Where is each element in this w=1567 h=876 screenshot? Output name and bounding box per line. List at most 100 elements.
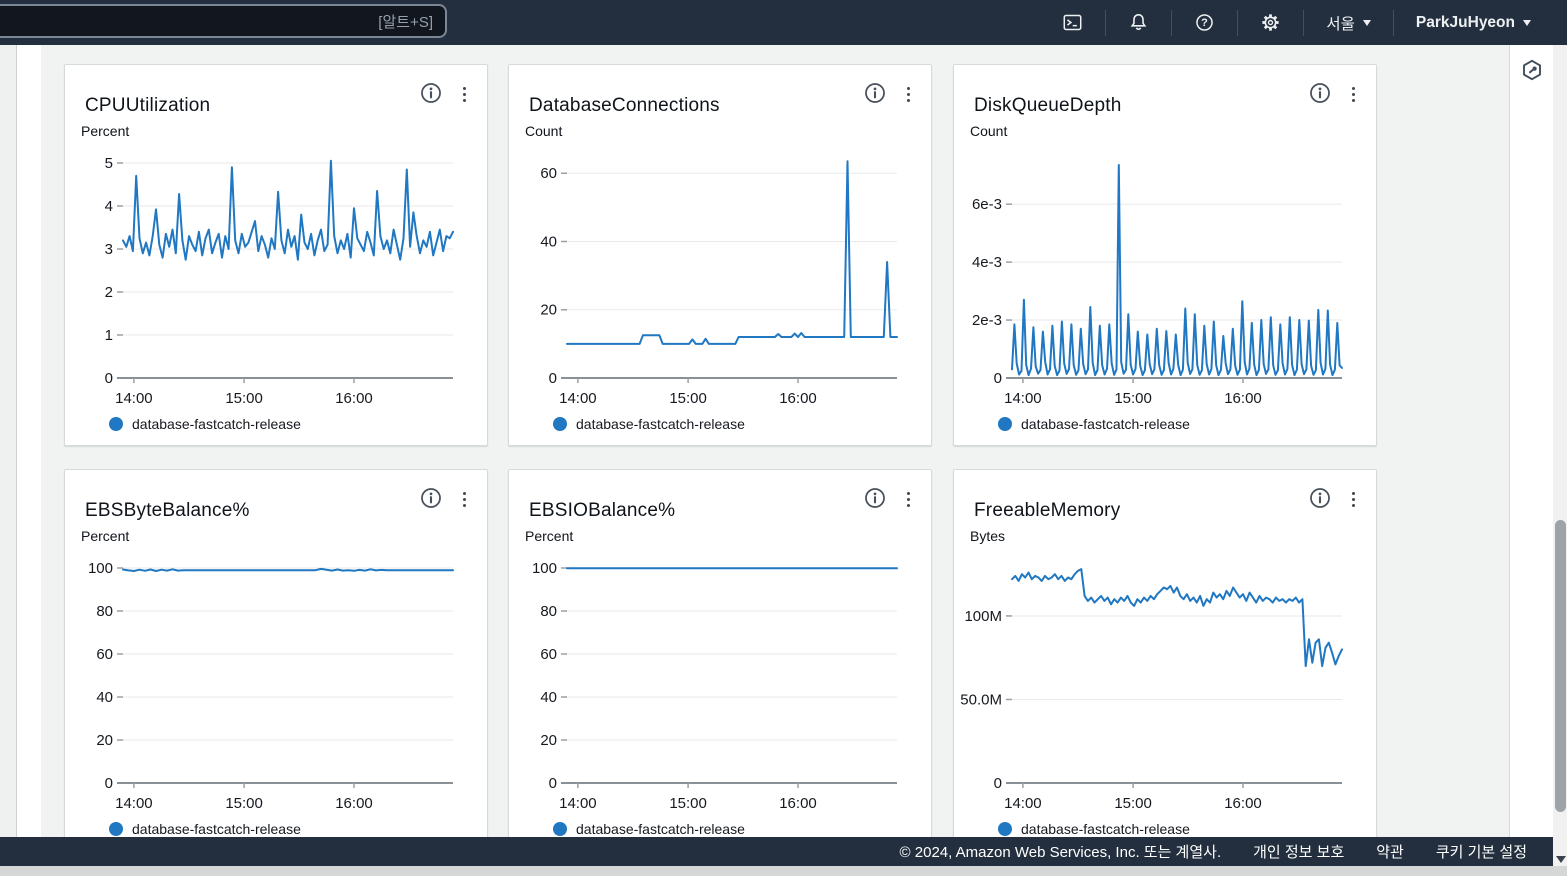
card-menu-icon[interactable] bbox=[904, 490, 913, 509]
scroll-corner-arrow[interactable] bbox=[1556, 856, 1566, 863]
legend-label: database-fastcatch-release bbox=[1021, 416, 1190, 432]
svg-text:15:00: 15:00 bbox=[669, 390, 707, 407]
notifications-button[interactable] bbox=[1106, 0, 1171, 45]
svg-text:0: 0 bbox=[994, 370, 1002, 387]
svg-text:14:00: 14:00 bbox=[559, 795, 597, 812]
search-input[interactable]: [알트+S] bbox=[0, 4, 447, 38]
legend-item[interactable]: database-fastcatch-release bbox=[998, 416, 1190, 432]
info-icon[interactable] bbox=[864, 487, 886, 512]
region-label: 서울 bbox=[1326, 15, 1355, 33]
legend-item[interactable]: database-fastcatch-release bbox=[109, 416, 301, 432]
vertical-scrollbar[interactable] bbox=[1553, 45, 1567, 876]
info-icon[interactable] bbox=[1309, 487, 1331, 512]
svg-text:15:00: 15:00 bbox=[225, 390, 263, 407]
svg-text:20: 20 bbox=[540, 302, 557, 319]
metric-card-databaseconnections: DatabaseConnections Count 0 20 40 60 14:00 15… bbox=[508, 64, 932, 446]
svg-text:0: 0 bbox=[994, 775, 1002, 792]
svg-text:0: 0 bbox=[549, 775, 557, 792]
svg-text:16:00: 16:00 bbox=[335, 795, 373, 812]
card-menu-icon[interactable] bbox=[460, 490, 469, 509]
ebsbytebalance-chart[interactable]: 0 20 40 60 80 100 14:00 15:00 16:00 bbox=[65, 554, 488, 816]
svg-text:60: 60 bbox=[540, 646, 557, 663]
svg-text:20: 20 bbox=[540, 732, 557, 749]
info-icon[interactable] bbox=[420, 82, 442, 107]
svg-text:14:00: 14:00 bbox=[559, 390, 597, 407]
footer-link-cookie-preferences[interactable]: 쿠키 기본 설정 bbox=[1435, 844, 1527, 861]
metric-card-cpuutilization: CPUUtilization Percent 0 1 2 3 4 5 14:00 15:00 1… bbox=[64, 64, 488, 446]
legend-dot bbox=[553, 417, 567, 431]
metrics-dashboard: CPUUtilization Percent 0 1 2 3 4 5 14:00 15:00 1… bbox=[41, 45, 1509, 866]
svg-text:16:00: 16:00 bbox=[1224, 390, 1262, 407]
chevron-down-icon bbox=[1523, 19, 1531, 26]
info-icon[interactable] bbox=[420, 487, 442, 512]
horizontal-scrollbar[interactable] bbox=[0, 866, 1567, 876]
info-icon[interactable] bbox=[1309, 82, 1331, 107]
help-icon: ? bbox=[1194, 12, 1215, 33]
svg-text:2: 2 bbox=[105, 284, 113, 301]
legend-dot bbox=[109, 822, 123, 836]
svg-text:4e-3: 4e-3 bbox=[972, 254, 1002, 271]
svg-text:40: 40 bbox=[96, 689, 113, 706]
svg-text:15:00: 15:00 bbox=[1114, 795, 1152, 812]
collapsed-side-panel-left bbox=[17, 45, 41, 866]
svg-text:16:00: 16:00 bbox=[335, 390, 373, 407]
chart-title: EBSIOBalance% bbox=[529, 499, 676, 521]
legend-dot bbox=[109, 417, 123, 431]
bell-icon bbox=[1128, 12, 1149, 33]
svg-text:14:00: 14:00 bbox=[1004, 390, 1042, 407]
topbar-actions: ? 서울 ParkJuHyeon bbox=[1040, 0, 1553, 45]
legend-label: database-fastcatch-release bbox=[132, 416, 301, 432]
legend-label: database-fastcatch-release bbox=[1021, 821, 1190, 837]
svg-text:14:00: 14:00 bbox=[1004, 795, 1042, 812]
svg-text:40: 40 bbox=[540, 689, 557, 706]
ebsiobalance-chart[interactable]: 0 20 40 60 80 100 14:00 15:00 16:00 bbox=[509, 554, 932, 816]
svg-text:0: 0 bbox=[105, 370, 113, 387]
vertical-scrollbar-thumb[interactable] bbox=[1554, 520, 1566, 812]
help-button[interactable]: ? bbox=[1172, 0, 1237, 45]
databaseconnections-chart[interactable]: 0 20 40 60 14:00 15:00 16:00 bbox=[509, 149, 932, 411]
svg-text:100M: 100M bbox=[964, 608, 1002, 625]
cpuutilization-chart[interactable]: 0 1 2 3 4 5 14:00 15:00 16:00 bbox=[65, 149, 488, 411]
chevron-down-icon bbox=[1362, 19, 1371, 26]
card-menu-icon[interactable] bbox=[904, 85, 913, 104]
card-menu-icon[interactable] bbox=[1349, 490, 1358, 509]
svg-text:50.0M: 50.0M bbox=[960, 691, 1002, 708]
svg-text:16:00: 16:00 bbox=[779, 795, 817, 812]
freeablememory-chart[interactable]: 0 50.0M 100M 14:00 15:00 16:00 bbox=[954, 554, 1377, 816]
chart-title: DatabaseConnections bbox=[529, 94, 720, 116]
svg-text:80: 80 bbox=[540, 603, 557, 620]
hexagon-panel-button[interactable] bbox=[1520, 58, 1544, 84]
legend-dot bbox=[998, 417, 1012, 431]
footer-bar: © 2024, Amazon Web Services, Inc. 또는 계열사… bbox=[0, 837, 1553, 866]
y-axis-unit-label: Percent bbox=[81, 528, 130, 544]
card-menu-icon[interactable] bbox=[1349, 85, 1358, 104]
settings-button[interactable] bbox=[1238, 0, 1303, 45]
cloudshell-button[interactable] bbox=[1040, 0, 1105, 45]
y-axis-unit-label: Count bbox=[970, 123, 1008, 139]
topbar-divider bbox=[1105, 9, 1107, 36]
svg-text:1: 1 bbox=[105, 327, 113, 344]
y-axis-unit-label: Percent bbox=[525, 528, 574, 544]
footer-link-terms[interactable]: 약관 bbox=[1376, 844, 1404, 861]
user-menu[interactable]: ParkJuHyeon bbox=[1394, 0, 1553, 45]
region-selector[interactable]: 서울 bbox=[1304, 0, 1393, 45]
card-menu-icon[interactable] bbox=[460, 85, 469, 104]
footer-copyright: © 2024, Amazon Web Services, Inc. 또는 계열사… bbox=[899, 844, 1222, 861]
top-navigation-bar: [알트+S] ? 서울 ParkJuHyeon bbox=[0, 0, 1567, 45]
svg-text:15:00: 15:00 bbox=[1114, 390, 1152, 407]
metric-card-ebsiobalance: EBSIOBalance% Percent 0 20 40 60 80 100 14:00 1… bbox=[508, 469, 932, 851]
legend-label: database-fastcatch-release bbox=[576, 416, 745, 432]
legend-item[interactable]: database-fastcatch-release bbox=[109, 821, 301, 837]
info-icon[interactable] bbox=[864, 82, 886, 107]
left-gutter bbox=[0, 45, 17, 866]
svg-text:60: 60 bbox=[540, 165, 557, 182]
svg-text:20: 20 bbox=[96, 732, 113, 749]
legend-item[interactable]: database-fastcatch-release bbox=[553, 821, 745, 837]
footer-link-privacy[interactable]: 개인 정보 보호 bbox=[1253, 844, 1345, 861]
legend-item[interactable]: database-fastcatch-release bbox=[998, 821, 1190, 837]
metric-card-diskqueuedepth: DiskQueueDepth Count 0 2e-3 4e-3 6e-3 14:00 1… bbox=[953, 64, 1377, 446]
legend-item[interactable]: database-fastcatch-release bbox=[553, 416, 745, 432]
cloudshell-icon bbox=[1062, 12, 1083, 33]
diskqueuedepth-chart[interactable]: 0 2e-3 4e-3 6e-3 14:00 15:00 16:00 bbox=[954, 149, 1377, 411]
svg-text:15:00: 15:00 bbox=[669, 795, 707, 812]
